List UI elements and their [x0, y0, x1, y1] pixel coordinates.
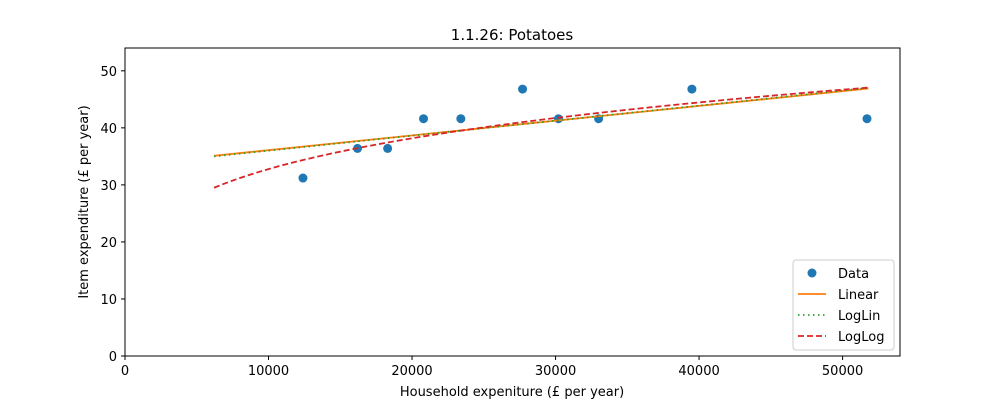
data-point — [687, 84, 697, 94]
series-line-loglog — [213, 86, 869, 189]
data-point — [862, 114, 872, 124]
legend-marker — [807, 268, 817, 278]
chart-title: 1.1.26: Potatoes — [451, 26, 574, 44]
x-tick-label: 20000 — [391, 364, 432, 379]
y-tick-label: 30 — [100, 179, 117, 194]
y-axis-ticks: 0 10 20 30 40 50 — [100, 65, 125, 365]
legend-label: LogLin — [838, 309, 880, 324]
data-point — [298, 173, 308, 183]
legend-label: Linear — [838, 288, 879, 303]
x-tick-label: 30000 — [535, 364, 576, 379]
data-point — [553, 114, 563, 124]
plot-area — [124, 47, 901, 357]
y-tick-label: 40 — [100, 122, 117, 137]
data-point — [518, 84, 528, 94]
y-axis-label: Item expenditure (£ per year) — [77, 105, 92, 298]
data-point — [456, 114, 466, 124]
y-tick-label: 50 — [100, 65, 117, 80]
x-tick-label: 40000 — [678, 364, 719, 379]
x-axis-ticks: 0 10000 20000 30000 40000 50000 — [121, 356, 863, 379]
x-tick-label: 50000 — [822, 364, 863, 379]
legend-box — [792, 259, 895, 351]
y-tick-label: 0 — [109, 350, 117, 365]
data-point — [419, 114, 429, 124]
x-tick-label: 10000 — [248, 364, 289, 379]
y-tick-label: 20 — [100, 236, 117, 251]
x-tick-label: 0 — [121, 364, 129, 379]
legend-label: Data — [838, 267, 869, 282]
y-tick-label: 10 — [100, 293, 117, 308]
x-axis-label: Household expeniture (£ per year) — [400, 385, 624, 400]
series-line-linear — [213, 87, 869, 157]
legend: Data Linear LogLin LogLog — [792, 259, 895, 351]
series-layer — [213, 84, 872, 189]
data-point — [383, 143, 393, 153]
legend-label: LogLog — [838, 330, 884, 345]
plot-frame — [124, 47, 901, 357]
